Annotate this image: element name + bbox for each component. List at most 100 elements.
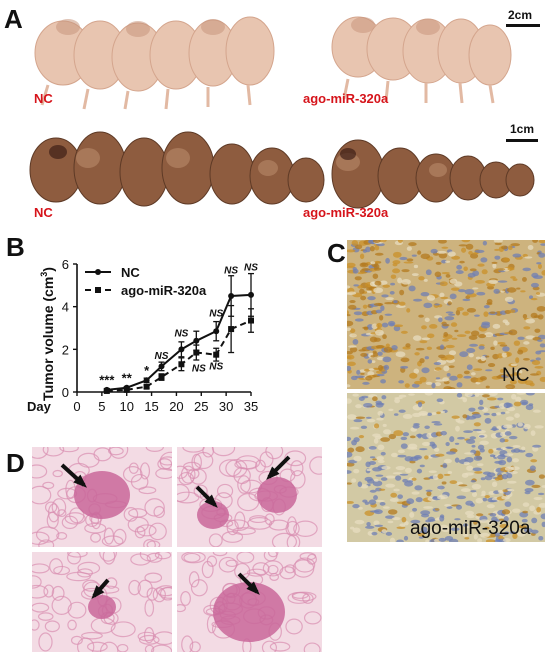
data-point-treated	[193, 349, 200, 356]
ihc-cell	[359, 253, 365, 260]
ihc-cell	[419, 340, 428, 344]
ihc-cell	[419, 358, 425, 364]
ihc-cell	[347, 356, 352, 359]
ihc-cell	[363, 326, 369, 331]
ihc-cell	[354, 519, 365, 525]
significance-label: NS	[224, 266, 238, 277]
ihc-cell	[445, 441, 450, 447]
ihc-cell	[399, 289, 405, 296]
ihc-cell	[447, 471, 453, 475]
ihc-cell	[385, 475, 396, 479]
alveolus	[102, 552, 116, 565]
ihc-cell	[354, 318, 364, 322]
ihc-cell	[474, 249, 485, 253]
alveolus	[303, 642, 321, 652]
ihc-cell	[525, 479, 535, 486]
y-tick-label: 6	[62, 257, 69, 272]
ihc-cell	[486, 302, 493, 306]
ihc-cell	[403, 535, 409, 541]
ihc-cell	[381, 322, 389, 328]
ihc-cell	[450, 527, 460, 531]
ihc-cell	[435, 261, 442, 265]
ihc-cell	[491, 516, 498, 522]
ihc-cell	[491, 481, 498, 488]
alveolus	[267, 564, 279, 575]
alveolus	[110, 621, 136, 638]
ihc-cell	[447, 251, 456, 257]
ihc-cell	[369, 336, 378, 343]
ihc-cell	[410, 519, 421, 524]
ihc-cell	[366, 468, 372, 471]
ihc-cell	[477, 463, 484, 467]
alveolus	[32, 464, 48, 479]
alveolus	[269, 572, 280, 581]
ihc-cell	[393, 300, 398, 304]
ihc-cell	[489, 311, 496, 314]
ihc-cell	[488, 448, 494, 454]
ihc-cell	[395, 351, 406, 358]
ihc-cell	[420, 253, 431, 260]
ihc-nc-label: NC	[502, 365, 530, 386]
ihc-cell	[473, 368, 483, 371]
alveolus	[101, 535, 124, 547]
data-point-nc	[248, 291, 254, 298]
ihc-cell	[447, 301, 452, 306]
ihc-cell	[512, 508, 521, 513]
ihc-cell	[506, 287, 517, 293]
alveolus	[225, 459, 248, 478]
ihc-cell	[365, 416, 372, 419]
alveolus	[177, 465, 188, 479]
ihc-cell	[501, 245, 508, 250]
ihc-cell	[474, 314, 480, 317]
alveolus	[264, 513, 275, 526]
ihc-cell	[515, 357, 520, 364]
alveolus	[59, 447, 79, 453]
ihc-cell	[486, 504, 495, 509]
ihc-cell	[413, 264, 419, 269]
ihc-cell	[478, 345, 485, 350]
alveolus	[70, 635, 83, 645]
ihc-cell	[446, 372, 451, 377]
ihc-cell	[396, 539, 404, 542]
ihc-cell	[381, 294, 389, 298]
ihc-cell	[349, 426, 360, 430]
ihc-cell	[485, 355, 490, 358]
ihc-cell	[468, 335, 478, 341]
ihc-cell	[482, 394, 490, 398]
metastasis-nodule	[197, 501, 229, 529]
ihc-cell	[349, 346, 358, 353]
alveolus	[261, 640, 278, 652]
ihc-cell	[381, 395, 387, 400]
ihc-cell	[506, 456, 513, 463]
ihc-cell	[425, 489, 433, 492]
ihc-cell	[520, 290, 526, 293]
ihc-cell	[434, 382, 442, 387]
alveolus	[211, 447, 236, 457]
ihc-cell	[389, 537, 396, 542]
ihc-cell	[349, 300, 356, 304]
ihc-cell	[464, 289, 475, 295]
alveolus	[252, 562, 270, 576]
ihc-cell	[517, 525, 527, 529]
ihc-cell	[434, 518, 440, 521]
he-texture-4	[177, 552, 322, 652]
alveolus	[77, 568, 93, 578]
ihc-cell	[497, 397, 504, 401]
ihc-cell	[374, 423, 380, 429]
ihc-cell	[532, 409, 541, 413]
ihc-cell	[347, 500, 354, 504]
ihc-cell	[438, 252, 448, 259]
ihc-cell	[392, 472, 403, 475]
ihc-cell	[436, 495, 446, 500]
ihc-treated-image	[347, 393, 545, 542]
alveolus	[144, 644, 155, 652]
ihc-cell	[409, 460, 416, 464]
ihc-cell	[376, 322, 383, 329]
ihc-cell	[414, 352, 420, 356]
ihc-cell	[510, 363, 518, 367]
ihc-cell	[475, 279, 485, 284]
alveolus	[154, 552, 172, 560]
alveolus	[43, 584, 55, 598]
alveolus	[51, 585, 65, 601]
data-point-nc	[178, 346, 185, 353]
